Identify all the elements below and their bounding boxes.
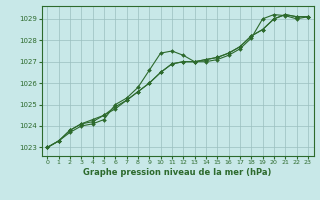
X-axis label: Graphe pression niveau de la mer (hPa): Graphe pression niveau de la mer (hPa) (84, 168, 272, 177)
